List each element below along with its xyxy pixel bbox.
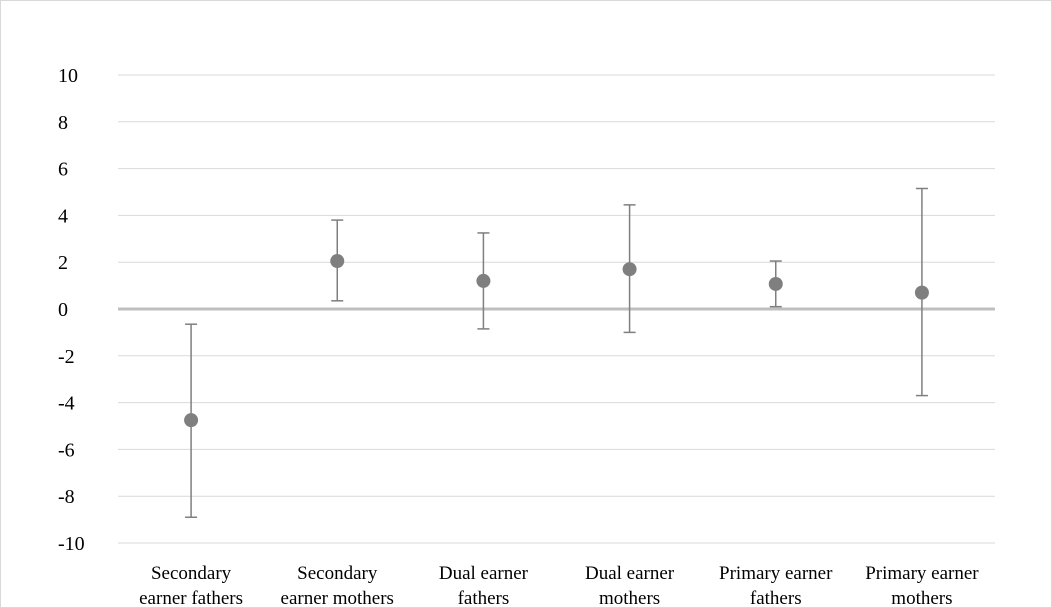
gridlines [118, 74, 995, 544]
y-tick-label: -4 [58, 393, 75, 415]
x-category-label: Secondary [297, 563, 378, 584]
data-point [914, 285, 929, 300]
y-tick-label: 0 [58, 299, 68, 321]
x-category-label: fathers [458, 588, 510, 608]
y-axis-tick-labels: 10 8 6 4 2 0 -2 -4 -6 -8 -10 [58, 65, 85, 555]
x-category-label: mothers [891, 588, 952, 608]
y-tick-label: -2 [58, 346, 75, 368]
data-point [622, 262, 637, 277]
y-tick-label: 10 [58, 65, 78, 87]
x-category-label: Dual earner [439, 563, 529, 584]
x-category-label: Secondary [151, 563, 232, 584]
data-points [184, 254, 929, 428]
data-point [330, 254, 345, 269]
data-point [184, 413, 199, 428]
x-category-label: Dual earner [585, 563, 675, 584]
data-point [476, 273, 491, 288]
x-category-label: Primary earner [865, 563, 979, 584]
x-category-label: earner fathers [139, 588, 243, 608]
y-tick-label: -6 [58, 439, 75, 461]
y-tick-label: -8 [58, 486, 75, 508]
x-category-label: Primary earner [719, 563, 833, 584]
data-point [768, 276, 783, 291]
error-bars [185, 187, 928, 519]
y-tick-label: -10 [58, 533, 85, 555]
x-category-label: earner mothers [281, 588, 394, 608]
x-category-label: fathers [750, 588, 802, 608]
y-tick-label: 6 [58, 159, 68, 181]
y-tick-label: 8 [58, 112, 68, 134]
x-axis-category-labels: Secondary earner fathers Secondary earner m… [139, 563, 979, 608]
x-category-label: mothers [599, 588, 660, 608]
y-tick-label: 2 [58, 252, 68, 274]
y-tick-label: 4 [58, 205, 68, 227]
